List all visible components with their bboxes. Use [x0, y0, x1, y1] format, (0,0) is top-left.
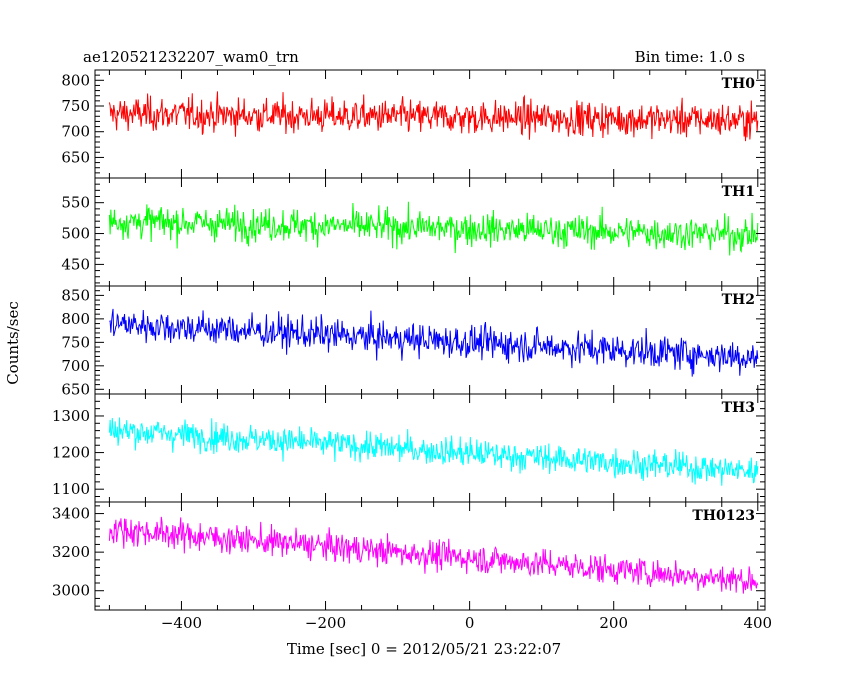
- panel-label-th0123: TH0123: [692, 508, 755, 524]
- plot-title-left: ae120521232207_wam0_trn: [83, 48, 299, 66]
- y-tick-label: 750: [61, 97, 90, 115]
- panel-th0: 650 700 750 800 TH0: [61, 69, 766, 179]
- x-tick-label: 200: [599, 614, 628, 632]
- y-tick-label: 3000: [52, 582, 90, 600]
- bin-time-label: Bin time: 1.0 s: [635, 48, 745, 66]
- x-tick-label: 0: [465, 614, 475, 632]
- panel-frame: [94, 393, 766, 503]
- x-tick-label: −200: [305, 614, 346, 632]
- y-tick-label: 1100: [52, 480, 90, 498]
- y-tick-label: 1300: [52, 407, 90, 425]
- series-line-th1: [108, 201, 759, 256]
- panels-group: 650 700 750 800 TH0 450 500 550 TH1 650 700 750 800 8…: [52, 69, 766, 611]
- panel-th3: 1100 1200 1300 TH3: [52, 393, 766, 503]
- y-tick-label: 550: [61, 194, 90, 212]
- panel-th1: 450 500 550 TH1: [61, 177, 766, 287]
- y-tick-label: 750: [61, 333, 90, 351]
- x-tick-label: 400: [743, 614, 772, 632]
- panel-th0123: 3000 3200 3400 TH0123: [52, 501, 766, 611]
- series-line-th0123: [108, 516, 759, 594]
- y-tick-label: 500: [61, 225, 90, 243]
- y-tick-label: 3200: [52, 543, 90, 561]
- series-line-th2: [109, 308, 759, 377]
- y-tick-label: 700: [61, 123, 90, 141]
- series-line-th0: [108, 91, 759, 142]
- y-tick-label: 800: [61, 310, 90, 328]
- x-tick-label: −400: [161, 614, 202, 632]
- y-tick-label: 700: [61, 357, 90, 375]
- y-tick-label: 650: [61, 380, 90, 398]
- x-axis-title: Time [sec] 0 = 2012/05/21 23:22:07: [287, 640, 561, 658]
- y-tick-label: 1200: [52, 444, 90, 462]
- y-tick-label: 450: [61, 255, 90, 273]
- panel-label-th3: TH3: [722, 400, 755, 416]
- y-tick-label: 800: [61, 71, 90, 89]
- panel-label-th1: TH1: [722, 184, 755, 200]
- y-axis-title: Counts/sec: [4, 301, 22, 385]
- y-tick-label: 850: [61, 286, 90, 304]
- panel-label-th0: TH0: [722, 76, 756, 92]
- panel-label-th2: TH2: [722, 292, 755, 308]
- panel-th2: 650 700 750 800 850 TH2: [61, 285, 766, 398]
- panel-frame: [94, 501, 766, 611]
- y-tick-label: 3400: [52, 505, 90, 523]
- y-tick-label: 650: [61, 148, 90, 166]
- series-line-th3: [108, 417, 759, 486]
- x-axis: −400 −200 0 200 400: [161, 614, 772, 632]
